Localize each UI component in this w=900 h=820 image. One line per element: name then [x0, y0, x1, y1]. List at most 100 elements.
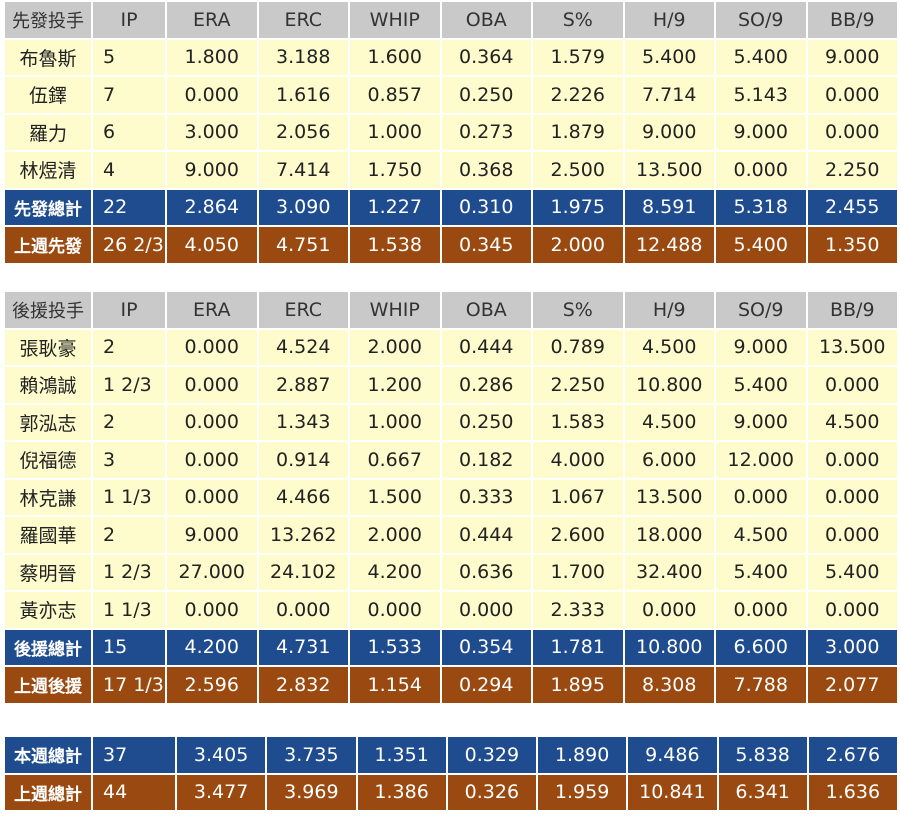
stat-cell: 1.600: [350, 39, 440, 75]
stat-cell: 13.500: [807, 329, 897, 365]
column-header-cell: BB/9: [807, 292, 897, 328]
stat-cell: 7.414: [258, 152, 348, 188]
stat-cell: 1.700: [533, 554, 623, 590]
stat-cell: 13.500: [624, 479, 714, 515]
row-label-cell: 黃亦志: [5, 592, 91, 628]
stat-cell: 0.000: [441, 592, 531, 628]
stat-cell: 1.227: [350, 189, 440, 225]
stat-cell: 12.488: [624, 227, 714, 263]
starters-table: 先發投手 IP ERA ERC WHIP OBA S% H/9 SO/9 BB/9 布魯斯 5 1.80…: [3, 0, 899, 265]
stat-cell: 1.579: [533, 39, 623, 75]
pitcher-row: 伍鐸 7 0.000 1.616 0.857 0.250 2.226 7.714 5.143 0.…: [5, 77, 897, 113]
row-label-cell: 林煜清: [5, 152, 91, 188]
row-label-cell: 賴鴻誠: [5, 367, 91, 403]
stat-cell: 3.188: [258, 39, 348, 75]
stat-cell: 10.841: [628, 774, 717, 810]
stat-cell: 2.000: [533, 227, 623, 263]
stat-cell: 2.000: [350, 517, 440, 553]
stat-cell: 9.000: [716, 114, 806, 150]
header-row: 先發投手 IP ERA ERC WHIP OBA S% H/9 SO/9 BB/9: [5, 2, 897, 38]
stat-cell: 0.444: [441, 329, 531, 365]
row-label-cell: 伍鐸: [5, 77, 91, 113]
pitcher-row: 布魯斯 5 1.800 3.188 1.600 0.364 1.579 5.400 5.400 9…: [5, 39, 897, 75]
row-label-cell: 張耿豪: [5, 329, 91, 365]
stat-cell: 4.466: [258, 479, 348, 515]
this-week-total-row: 本週總計 37 3.405 3.735 1.351 0.329 1.890 9.486 5.83…: [5, 737, 897, 773]
relievers-table: 後援投手 IP ERA ERC WHIP OBA S% H/9 SO/9 BB/9 張耿豪 2 0.00…: [3, 290, 899, 705]
stat-cell: 0.000: [167, 367, 257, 403]
stat-cell: 1.343: [258, 404, 348, 440]
pitcher-row: 羅力 6 3.000 2.056 1.000 0.273 1.879 9.000 9.000 0.…: [5, 114, 897, 150]
stat-cell: 24.102: [258, 554, 348, 590]
stat-cell: 1.616: [258, 77, 348, 113]
stat-cell: 9.000: [716, 329, 806, 365]
stat-cell: 0.345: [441, 227, 531, 263]
stat-cell: 9.000: [807, 39, 897, 75]
column-header-cell: WHIP: [350, 292, 440, 328]
stat-cell: 2.676: [808, 737, 897, 773]
stat-cell: 4.500: [624, 404, 714, 440]
stat-cell: 0.333: [441, 479, 531, 515]
pitcher-row: 蔡明晉 1 2/3 27.000 24.102 4.200 0.636 1.700 32.40…: [5, 554, 897, 590]
stat-cell: 1.975: [533, 189, 623, 225]
stat-cell: 0.000: [716, 479, 806, 515]
column-header-cell: IP: [93, 292, 165, 328]
stat-cell: 3: [93, 442, 165, 478]
stat-cell: 10.800: [624, 367, 714, 403]
column-header-cell: ERC: [258, 2, 348, 38]
stat-cell: 2.500: [533, 152, 623, 188]
last-week-row: 上週先發 26 2/3 4.050 4.751 1.538 0.345 2.000 12.48…: [5, 227, 897, 263]
stat-cell: 0.354: [441, 629, 531, 665]
stat-cell: 1.959: [538, 774, 627, 810]
stat-cell: 1.879: [533, 114, 623, 150]
stat-cell: 5.838: [718, 737, 807, 773]
stat-cell: 2: [93, 517, 165, 553]
stat-cell: 0.364: [441, 39, 531, 75]
stat-cell: 0.000: [807, 367, 897, 403]
stat-cell: 0.000: [350, 592, 440, 628]
stat-cell: 2.056: [258, 114, 348, 150]
stat-cell: 0.636: [441, 554, 531, 590]
stat-cell: 1.636: [808, 774, 897, 810]
column-header-cell: OBA: [441, 2, 531, 38]
stat-cell: 2: [93, 329, 165, 365]
stat-cell: 0.000: [716, 592, 806, 628]
stat-cell: 1.800: [167, 39, 257, 75]
stat-cell: 17 1/3: [93, 667, 165, 703]
stat-cell: 1.351: [357, 737, 446, 773]
stat-cell: 0.286: [441, 367, 531, 403]
stat-cell: 10.800: [624, 629, 714, 665]
stat-cell: 7.788: [716, 667, 806, 703]
stat-cell: 1.538: [350, 227, 440, 263]
stat-cell: 0.000: [258, 592, 348, 628]
stat-cell: 5.400: [807, 554, 897, 590]
stat-cell: 9.000: [624, 114, 714, 150]
stat-cell: 0.294: [441, 667, 531, 703]
stat-cell: 4.751: [258, 227, 348, 263]
stat-cell: 2.864: [167, 189, 257, 225]
column-header-cell: H/9: [624, 2, 714, 38]
stat-cell: 2.455: [807, 189, 897, 225]
stat-cell: 1 2/3: [93, 367, 165, 403]
stat-cell: 2: [93, 404, 165, 440]
stat-cell: 0.000: [807, 442, 897, 478]
section-header-cell: 後援投手: [5, 292, 91, 328]
stat-cell: 1.890: [538, 737, 627, 773]
stat-cell: 3.735: [267, 737, 356, 773]
stat-cell: 4.200: [167, 629, 257, 665]
stat-cell: 6.600: [716, 629, 806, 665]
column-header-cell: ERA: [167, 2, 257, 38]
stat-cell: 9.486: [628, 737, 717, 773]
stat-cell: 4.200: [350, 554, 440, 590]
stat-cell: 0.000: [624, 592, 714, 628]
row-label-cell: 羅國華: [5, 517, 91, 553]
column-header-cell: SO/9: [716, 292, 806, 328]
stat-cell: 37: [93, 737, 175, 773]
stat-cell: 0.000: [716, 152, 806, 188]
column-header-cell: S%: [533, 2, 623, 38]
row-label-cell: 上週後援: [5, 667, 91, 703]
column-header-cell: WHIP: [350, 2, 440, 38]
stat-cell: 6: [93, 114, 165, 150]
stat-cell: 1.533: [350, 629, 440, 665]
stat-cell: 8.591: [624, 189, 714, 225]
